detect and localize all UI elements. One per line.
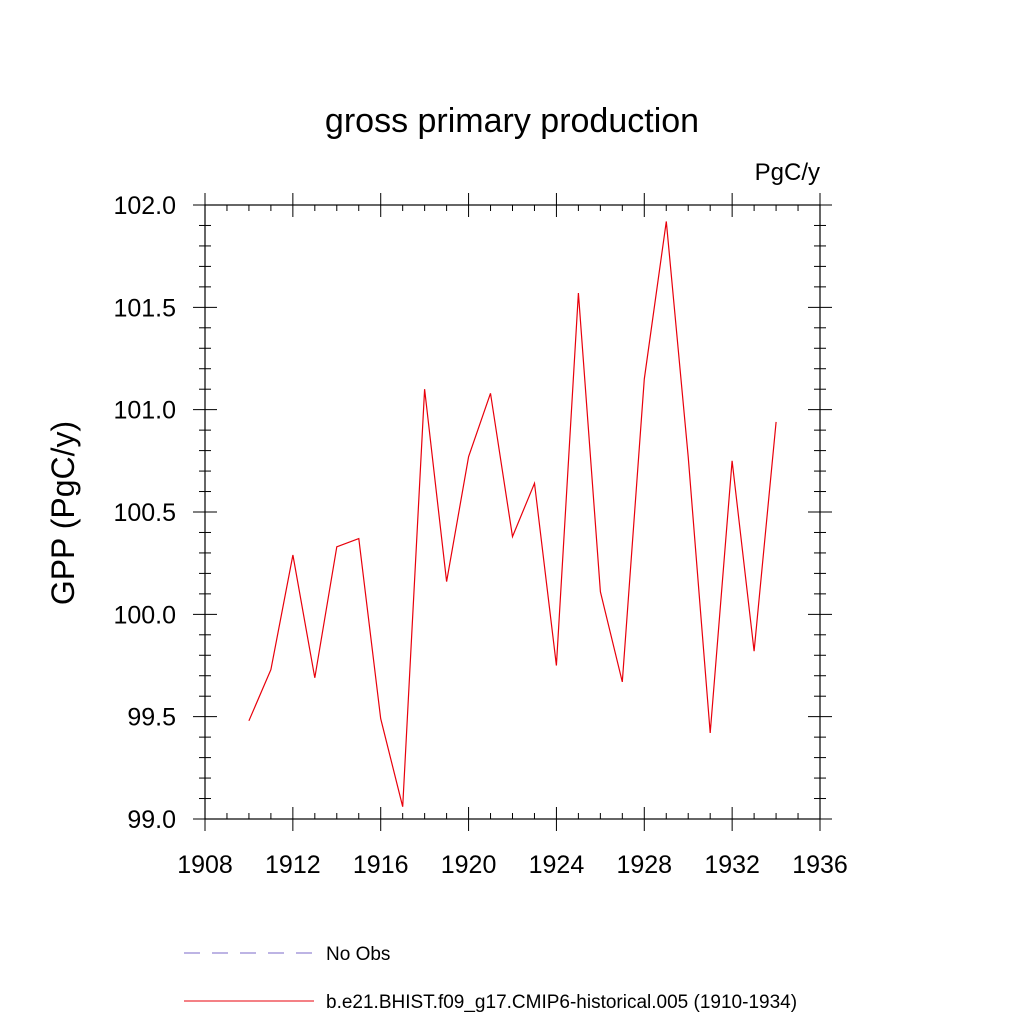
y-tick-label: 99.5 [127, 704, 176, 732]
x-tick-label: 1920 [441, 851, 497, 879]
legend-label: b.e21.BHIST.f09_g17.CMIP6-historical.005… [326, 992, 797, 1013]
units-label: PgC/y [755, 159, 820, 186]
y-tick-labels: 99.0 99.5 100.0 100.5 101.0 101.5 102.0 [113, 192, 176, 834]
y-tick-label: 101.0 [113, 397, 176, 425]
series-line [248, 221, 777, 807]
x-tick-label: 1932 [704, 851, 760, 879]
y-axis-label: GPP (PgC/y) [45, 421, 81, 605]
x-tick-label: 1912 [265, 851, 321, 879]
legend: No Obs b.e21.BHIST.f09_g17.CMIP6-historic… [184, 944, 797, 1013]
legend-label: No Obs [326, 944, 390, 965]
axis-ticks [193, 193, 832, 831]
y-tick-label: 102.0 [113, 192, 176, 220]
y-tick-label: 100.0 [113, 601, 176, 629]
x-tick-label: 1928 [616, 851, 672, 879]
x-tick-label: 1936 [792, 851, 848, 879]
x-tick-labels: 1908 1912 1916 1920 1924 1928 1932 1936 [177, 851, 848, 879]
x-tick-label: 1908 [177, 851, 233, 879]
y-tick-label: 100.5 [113, 499, 176, 527]
x-tick-label: 1916 [353, 851, 409, 879]
x-tick-label: 1924 [529, 851, 585, 879]
y-tick-label: 99.0 [127, 806, 176, 834]
y-tick-label: 101.5 [113, 294, 176, 322]
chart-title: gross primary production [325, 102, 699, 140]
series-layer [248, 221, 777, 807]
